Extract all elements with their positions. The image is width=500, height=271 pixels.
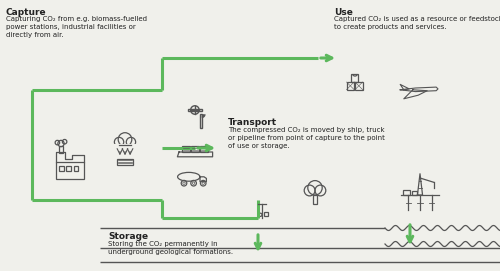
Bar xyxy=(200,114,202,128)
Text: Use: Use xyxy=(334,8,353,17)
Text: Capturing CO₂ from e.g. biomass-fuelled
power stations, industrial facilities or: Capturing CO₂ from e.g. biomass-fuelled … xyxy=(6,16,147,38)
Bar xyxy=(403,190,410,195)
Text: Captured CO₂ is used as a resource or feedstock
to create products and services.: Captured CO₂ is used as a resource or fe… xyxy=(334,16,500,30)
Bar xyxy=(191,146,199,152)
Bar xyxy=(59,166,64,170)
Text: Transport: Transport xyxy=(228,118,277,127)
Bar xyxy=(56,162,84,179)
Bar xyxy=(59,146,63,153)
Bar xyxy=(355,82,362,90)
Text: Capture: Capture xyxy=(6,8,46,17)
Polygon shape xyxy=(400,84,409,90)
Text: Storing the CO₂ permanently in
underground geological formations.: Storing the CO₂ permanently in undergrou… xyxy=(108,241,233,255)
Bar xyxy=(346,82,354,90)
Bar xyxy=(412,191,416,195)
Bar xyxy=(118,159,132,165)
Bar xyxy=(74,166,78,170)
Bar xyxy=(188,109,202,111)
FancyBboxPatch shape xyxy=(112,146,138,151)
Bar xyxy=(200,146,208,152)
Polygon shape xyxy=(404,90,427,99)
Text: Storage: Storage xyxy=(108,232,148,241)
Bar xyxy=(351,74,358,82)
Bar xyxy=(313,195,317,204)
Polygon shape xyxy=(400,87,438,92)
Bar xyxy=(66,166,71,170)
Bar xyxy=(264,212,268,216)
Text: The compressed CO₂ is moved by ship, truck
or pipeline from point of capture to : The compressed CO₂ is moved by ship, tru… xyxy=(228,127,385,149)
Bar xyxy=(182,146,190,152)
